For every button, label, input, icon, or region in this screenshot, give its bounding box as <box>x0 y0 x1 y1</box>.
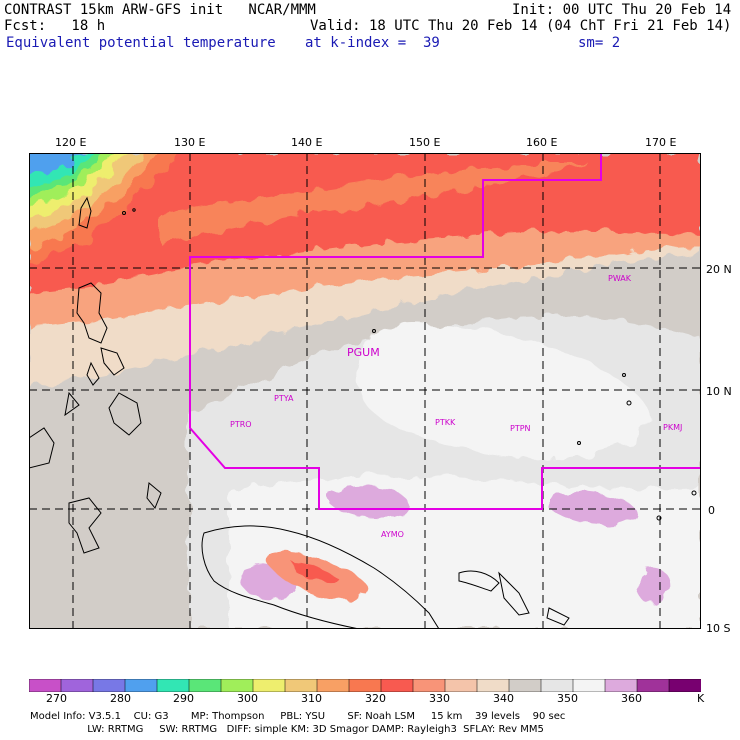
colorbar-swatch <box>572 679 606 692</box>
colorbar-swatch <box>252 679 286 692</box>
map-frame <box>29 153 701 629</box>
lon-label-150e: 150 E <box>409 136 441 149</box>
lon-label-120e: 120 E <box>55 136 87 149</box>
colorbar-swatch <box>220 679 254 692</box>
colorbar-swatch <box>92 679 126 692</box>
lat-label-equator: 0 <box>708 504 715 517</box>
smoothing-label: sm= 2 <box>578 35 621 51</box>
station-pgum: PGUM <box>347 346 380 359</box>
valid-time: Valid: 18 UTC Thu 20 Feb 14 (04 ChT Fri … <box>310 18 732 34</box>
station-pwak: PWAK <box>608 274 632 283</box>
lat-lon-grid <box>29 153 701 629</box>
colorbar-swatch <box>29 679 62 692</box>
lon-label-130e: 130 E <box>174 136 206 149</box>
station-aymo: AYMO <box>381 530 404 539</box>
colorbar-unit: K <box>697 692 705 705</box>
colorbar-label-270: 270 <box>46 692 67 705</box>
colorbar-swatch <box>540 679 574 692</box>
colorbar-swatch <box>284 679 318 692</box>
colorbar-swatch <box>348 679 382 692</box>
colorbar-label-320: 320 <box>365 692 386 705</box>
station-pkmj: PKMJ <box>663 423 682 432</box>
forecast-hour: Fcst: 18 h <box>4 18 106 34</box>
colorbar-swatch <box>412 679 446 692</box>
colorbar-swatch <box>444 679 478 692</box>
model-info-line2: LW: RRTMG SW: RRTMG DIFF: simple KM: 3D … <box>30 724 544 735</box>
colorbar-label-300: 300 <box>237 692 258 705</box>
colorbar <box>29 679 701 692</box>
title-line: CONTRAST 15km ARW-GFS init NCAR/MMM <box>4 2 316 18</box>
colorbar-label-310: 310 <box>301 692 322 705</box>
lat-label-10n: 10 N <box>706 385 732 398</box>
level-label: at k-index = 39 <box>305 35 440 51</box>
station-ptpn: PTPN <box>510 424 531 433</box>
station-ptro: PTRO <box>230 420 252 429</box>
station-ptya: PTYA <box>274 394 294 403</box>
colorbar-swatch <box>380 679 414 692</box>
lat-label-20n: 20 N <box>706 263 732 276</box>
colorbar-swatch <box>188 679 222 692</box>
colorbar-swatch <box>60 679 94 692</box>
colorbar-swatch <box>668 679 701 692</box>
colorbar-swatch <box>508 679 542 692</box>
colorbar-label-330: 330 <box>429 692 450 705</box>
colorbar-label-350: 350 <box>557 692 578 705</box>
colorbar-swatch <box>124 679 158 692</box>
colorbar-swatch <box>316 679 350 692</box>
colorbar-swatch <box>636 679 670 692</box>
station-ptkk: PTKK <box>435 418 456 427</box>
lon-label-170e: 170 E <box>645 136 677 149</box>
lon-label-160e: 160 E <box>526 136 558 149</box>
colorbar-label-340: 340 <box>493 692 514 705</box>
colorbar-swatch <box>604 679 638 692</box>
theta-e-field <box>29 153 701 629</box>
field-name: Equivalent potential temperature <box>6 35 276 51</box>
lat-label-10s: 10 S <box>706 622 731 635</box>
colorbar-label-280: 280 <box>110 692 131 705</box>
domain-boundary <box>189 153 701 510</box>
model-info-line1: Model Info: V3.5.1 CU: G3 MP: Thompson P… <box>30 711 566 722</box>
colorbar-swatch <box>476 679 510 692</box>
coastlines <box>29 196 697 629</box>
colorbar-swatch <box>156 679 190 692</box>
init-time: Init: 00 UTC Thu 20 Feb 14 <box>512 2 732 18</box>
colorbar-label-360: 360 <box>621 692 642 705</box>
colorbar-label-290: 290 <box>173 692 194 705</box>
map-panel: PGUM PTYA PTRO PTKK PTPN PKMJ PWAK AYMO <box>29 153 701 629</box>
lon-label-140e: 140 E <box>291 136 323 149</box>
